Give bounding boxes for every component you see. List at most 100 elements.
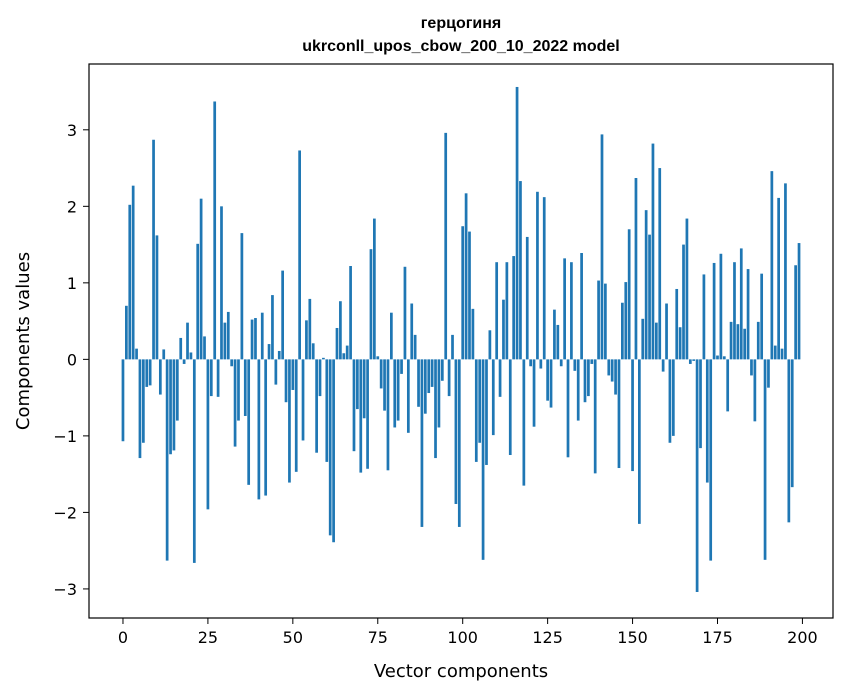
bar-39 [254, 318, 257, 360]
bar-141 [600, 134, 604, 360]
bar-112 [502, 299, 505, 360]
bar-70 [359, 359, 363, 473]
bar-0 [121, 359, 125, 442]
bar-10 [155, 235, 159, 360]
bar-154 [644, 210, 648, 360]
bar-166 [685, 218, 689, 360]
bar-122 [536, 191, 539, 360]
bar-37 [247, 359, 251, 485]
bar-93 [437, 359, 441, 428]
bar-25 [206, 359, 210, 510]
bar-118 [522, 359, 526, 486]
y-tick-label: −3 [53, 580, 77, 599]
bar-121 [532, 359, 536, 427]
bar-63 [335, 327, 339, 360]
bar-54 [305, 320, 308, 360]
bar-180 [733, 262, 736, 360]
bar-32 [230, 359, 234, 367]
y-tick-label: −2 [53, 503, 77, 522]
bar-181 [736, 324, 740, 360]
bar-119 [525, 236, 529, 360]
bar-137 [587, 359, 590, 397]
bar-199 [797, 243, 801, 360]
bar-42 [264, 359, 268, 496]
bar-57 [315, 359, 318, 453]
bar-9 [152, 139, 155, 360]
bar-88 [420, 359, 424, 527]
bar-98 [454, 359, 458, 504]
bar-186 [753, 359, 757, 422]
y-tick-label: 1 [67, 274, 77, 293]
bar-110 [495, 262, 499, 360]
bar-142 [604, 283, 607, 360]
bar-50 [291, 359, 295, 390]
bar-13 [165, 359, 169, 561]
bar-96 [447, 359, 451, 397]
bar-156 [651, 143, 655, 360]
bar-58 [318, 359, 322, 397]
bar-132 [570, 262, 573, 360]
bar-182 [739, 248, 743, 360]
bar-193 [777, 197, 780, 360]
bar-97 [451, 334, 454, 360]
bar-167 [688, 359, 692, 364]
bar-99 [457, 359, 461, 527]
bar-127 [553, 309, 556, 360]
bar-85 [410, 303, 414, 360]
bar-12 [162, 349, 166, 360]
bar-14 [169, 359, 172, 455]
bar-148 [624, 282, 628, 360]
bar-177 [722, 356, 726, 360]
bar-91 [430, 359, 434, 387]
bar-125 [546, 359, 549, 401]
bar-41 [260, 312, 264, 360]
bar-191 [770, 171, 774, 360]
bar-183 [743, 328, 747, 360]
bar-33 [233, 359, 237, 447]
bar-105 [478, 359, 482, 443]
bar-160 [665, 303, 668, 360]
bar-2 [128, 204, 132, 360]
bar-3 [131, 185, 135, 360]
bar-157 [654, 322, 658, 360]
bar-140 [597, 280, 600, 360]
y-tick-label: −1 [53, 427, 77, 446]
x-tick-label: 150 [617, 628, 648, 647]
bar-163 [675, 288, 679, 360]
bar-95 [444, 132, 448, 360]
bar-36 [243, 359, 247, 416]
bar-series [121, 86, 801, 592]
y-axis-ticks: −3 −2 −1 0 1 2 3 [53, 121, 89, 599]
bar-94 [440, 359, 444, 381]
bar-59 [322, 357, 325, 360]
bar-49 [288, 359, 291, 483]
bar-27 [213, 101, 217, 360]
bar-175 [716, 355, 719, 360]
bar-114 [508, 359, 512, 456]
bar-103 [471, 308, 475, 360]
bar-71 [362, 359, 366, 419]
bar-179 [729, 321, 733, 360]
bar-4 [135, 348, 138, 360]
bar-46 [277, 350, 281, 360]
x-tick-label: 25 [198, 628, 218, 647]
bar-106 [481, 359, 485, 560]
bar-131 [566, 359, 570, 458]
bar-74 [373, 218, 376, 360]
bar-19 [186, 322, 189, 360]
bar-89 [423, 359, 427, 414]
bar-21 [192, 359, 196, 563]
bar-18 [182, 359, 186, 364]
bar-159 [661, 359, 665, 372]
bar-62 [332, 359, 335, 543]
bar-128 [556, 324, 560, 360]
bar-115 [512, 256, 516, 360]
bar-123 [539, 359, 543, 369]
bar-149 [627, 229, 631, 360]
bar-45 [274, 359, 278, 385]
bar-146 [617, 359, 621, 469]
bar-124 [542, 197, 546, 360]
bar-34 [237, 359, 240, 421]
bar-145 [614, 359, 617, 395]
